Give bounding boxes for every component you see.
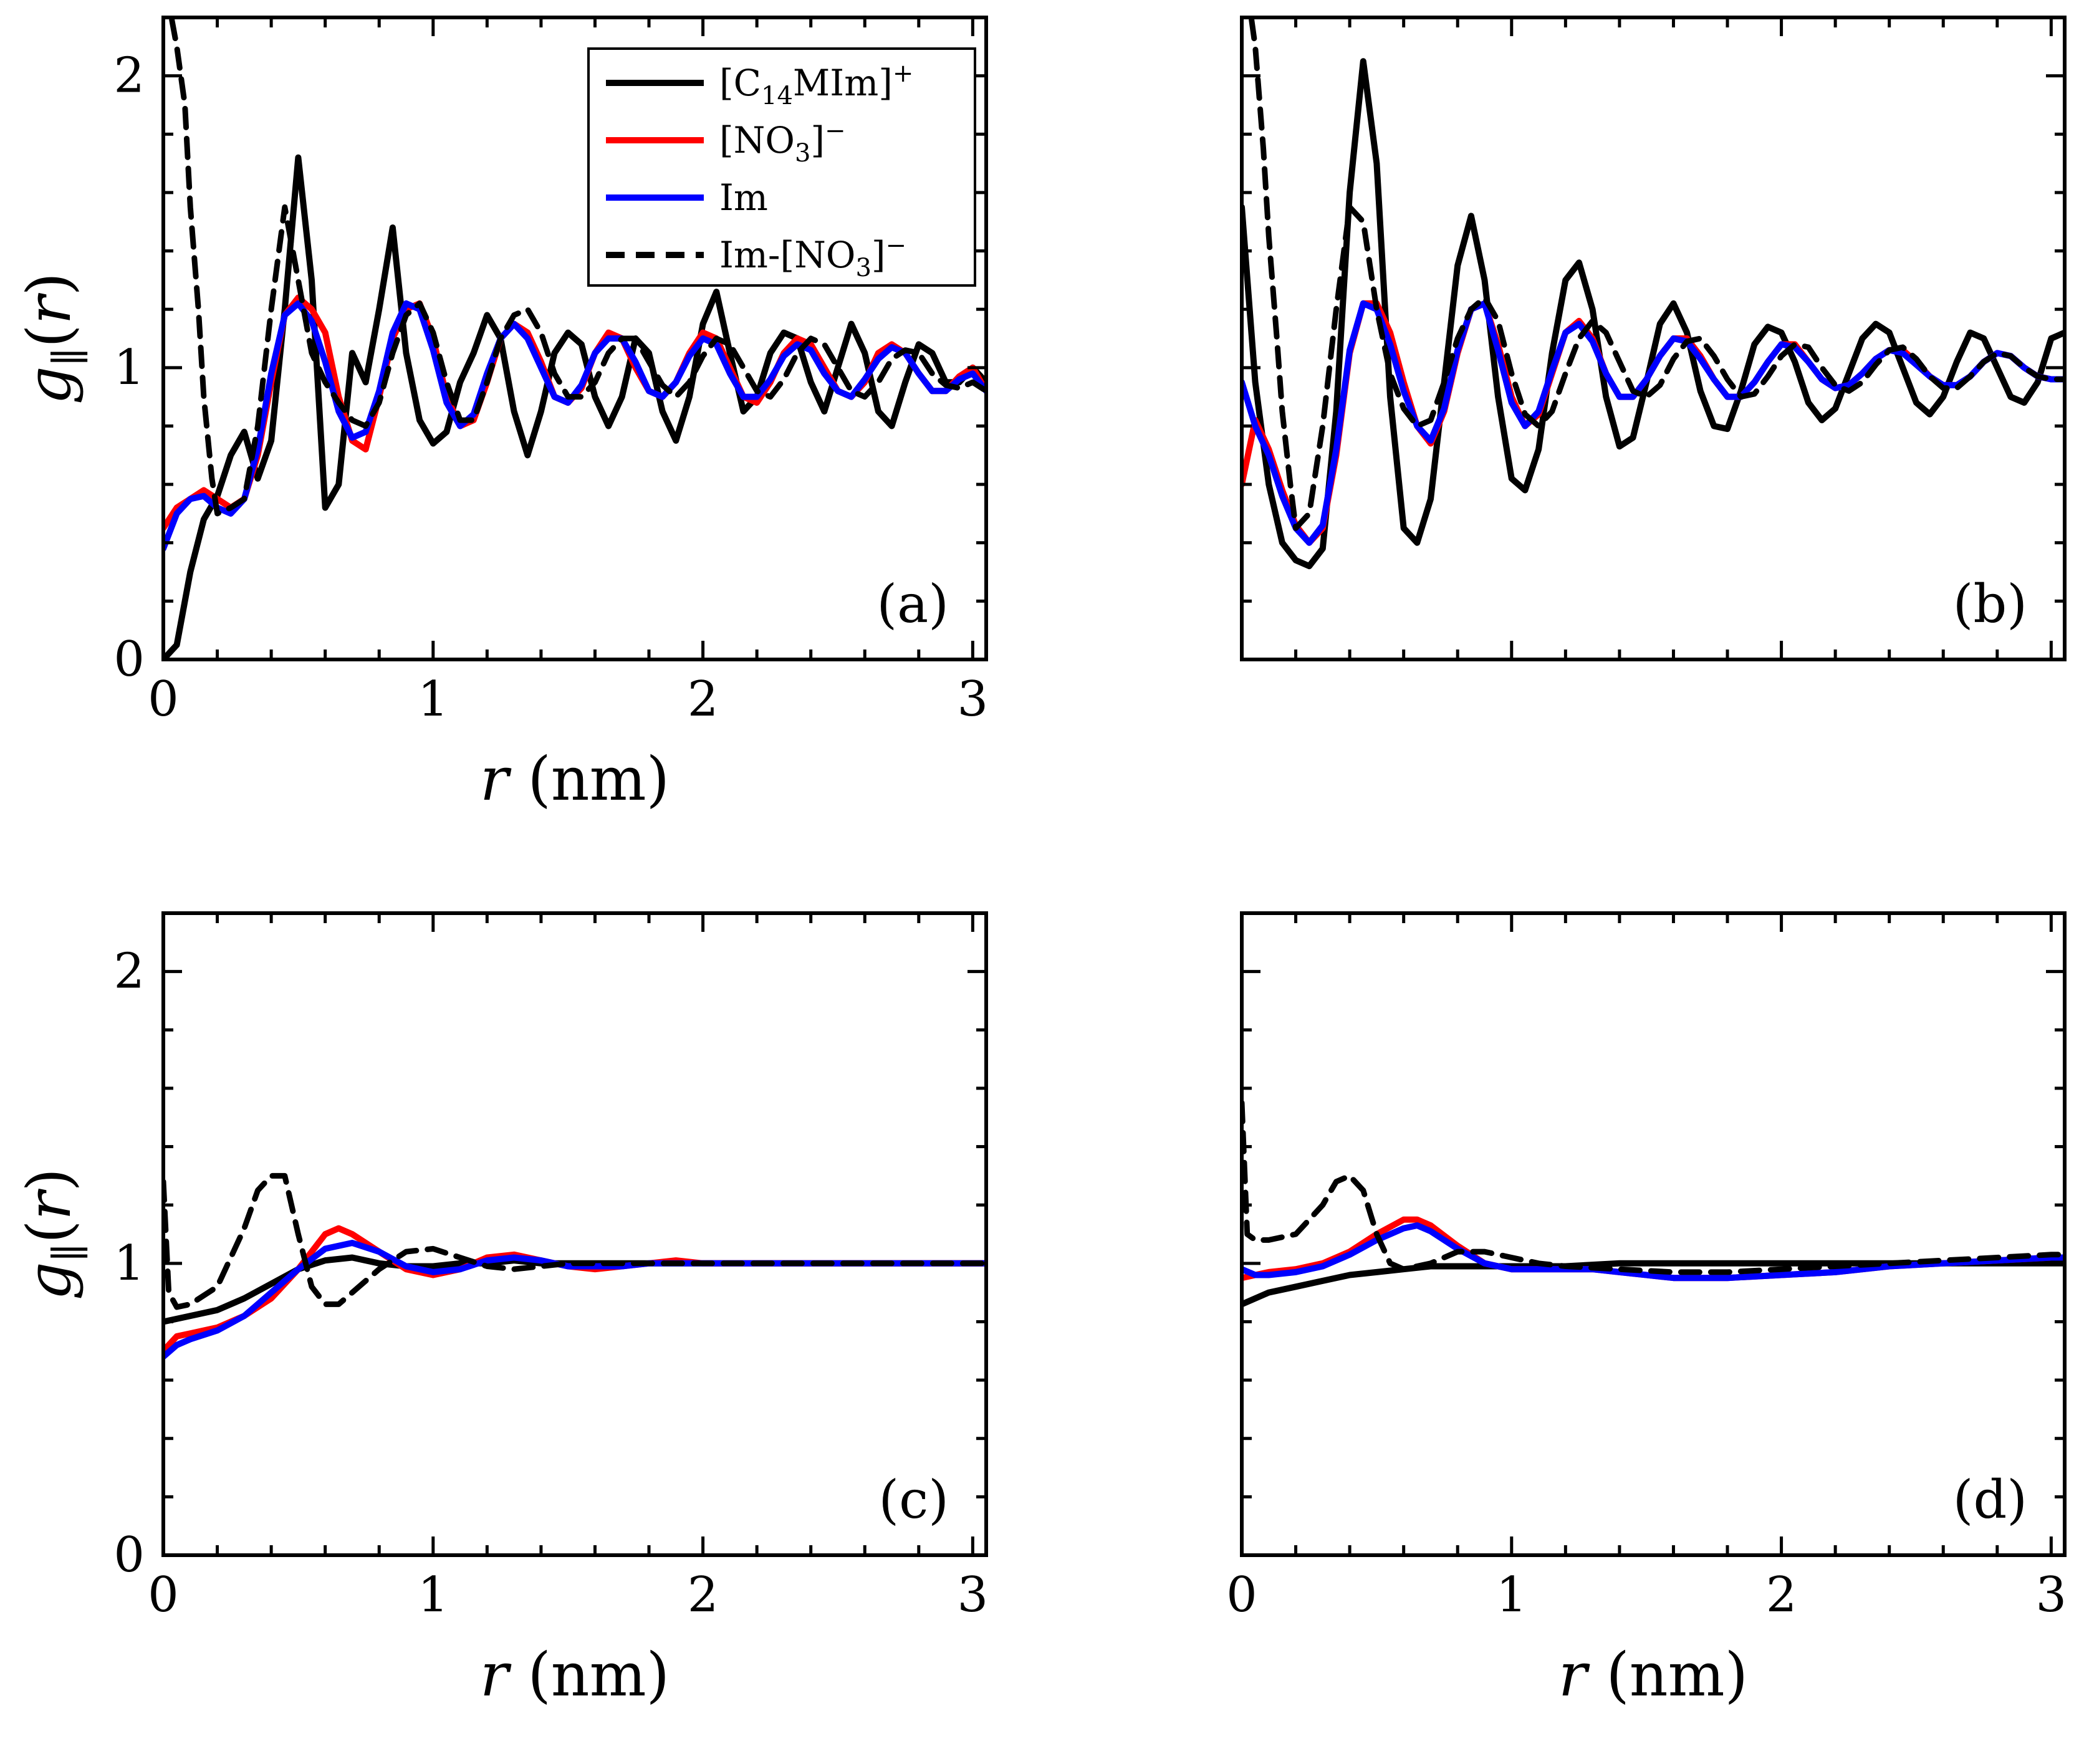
y-tick-label: 0 xyxy=(113,631,145,688)
y-tick-label: 1 xyxy=(113,340,145,396)
x-tick-label: 3 xyxy=(958,1567,989,1623)
series-line-2 xyxy=(163,300,986,552)
series-line-0 xyxy=(163,154,986,659)
x-tick-label: 0 xyxy=(148,1567,179,1623)
axes-frame xyxy=(1240,911,2067,1557)
series-line-3 xyxy=(163,1172,986,1310)
panel-d: 0 1 2 3 r (nm) (d) xyxy=(1226,911,2067,1710)
y-axis-title: g∥(r) xyxy=(14,272,94,405)
axes-frame xyxy=(161,16,988,661)
series-line-1 xyxy=(163,294,986,532)
x-tick-label: 0 xyxy=(1226,1567,1257,1623)
x-tick-label: 2 xyxy=(688,671,719,727)
axes-frame xyxy=(161,911,988,1557)
legend-label: Im xyxy=(719,176,768,219)
x-tick-label: 3 xyxy=(2036,1567,2067,1623)
series-line-2 xyxy=(1242,300,2065,546)
y-tick-label: 0 xyxy=(113,1527,145,1583)
legend-label: [NO3]− xyxy=(719,117,846,168)
series-line-2 xyxy=(163,1240,986,1360)
series-line-3 xyxy=(1248,17,2065,531)
legend: [C14MIm]+ [NO3]− Im Im-[NO3]− xyxy=(587,47,976,287)
x-axis-title: r (nm) xyxy=(480,1640,670,1710)
series-line-3 xyxy=(168,17,986,517)
y-tick-label: 2 xyxy=(113,48,145,104)
y-axis-title: g∥(r) xyxy=(14,1168,94,1300)
x-tick-label: 2 xyxy=(1766,1567,1797,1623)
panel-label: (a) xyxy=(876,573,949,635)
y-tick-label: 1 xyxy=(113,1235,145,1292)
legend-label: [C14MIm]+ xyxy=(719,59,913,110)
panel-a: 0 1 2 3 0 1 2 r (nm) g∥(r) (a) [C14MIm]+ [NO3]− Im Im… xyxy=(14,16,989,814)
x-tick-label: 3 xyxy=(958,671,989,727)
series-line-2 xyxy=(1242,1222,2065,1282)
x-axis-title: r (nm) xyxy=(480,744,670,814)
panel-label: (c) xyxy=(878,1469,949,1530)
series-line-1 xyxy=(163,1225,986,1354)
x-tick-label: 0 xyxy=(148,671,179,727)
x-tick-label: 2 xyxy=(688,1567,719,1623)
series-line-0 xyxy=(1242,58,2065,570)
x-axis-title: r (nm) xyxy=(1558,1640,1748,1710)
panel-c: 0 1 2 3 0 1 2 r (nm) g∥(r) (c) xyxy=(14,911,989,1710)
y-tick-label: 2 xyxy=(113,944,145,1000)
x-tick-label: 1 xyxy=(418,1567,449,1623)
panel-label: (b) xyxy=(1953,573,2027,635)
axes-frame xyxy=(1240,16,2067,661)
series-line-3 xyxy=(1242,1100,2065,1275)
legend-label: Im-[NO3]− xyxy=(719,231,906,282)
x-tick-label: 1 xyxy=(418,671,449,727)
panel-b: (b) xyxy=(1240,16,2067,661)
x-tick-label: 1 xyxy=(1496,1567,1527,1623)
panel-label: (d) xyxy=(1953,1469,2027,1530)
legend-box xyxy=(587,47,976,287)
